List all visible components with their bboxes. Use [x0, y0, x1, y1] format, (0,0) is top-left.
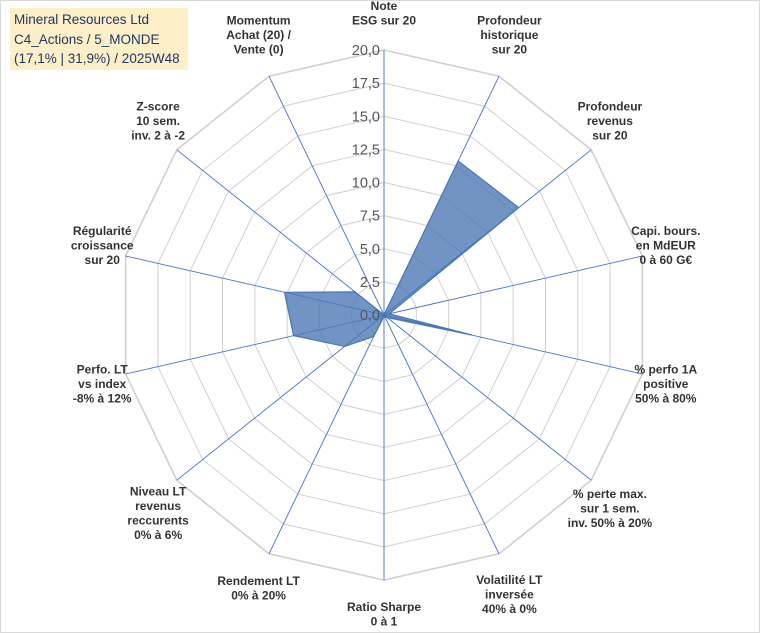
axis-label-line: Niveau LT — [130, 484, 187, 498]
period-label: (17,1% | 31,9%) / 2025W48 — [14, 51, 180, 66]
axis-spoke — [383, 314, 500, 554]
category-label: C4_Actions / 5_MONDE — [14, 31, 160, 47]
axis-label-line: 50% à 80% — [635, 391, 697, 405]
axis-label-line: croissance — [71, 239, 134, 253]
axis-label-line: Achat (20) / — [226, 28, 291, 42]
axis-label-line: 0% à 20% — [231, 588, 286, 602]
axis-label-line: inv. 2 à -2 — [131, 129, 185, 143]
axis-spoke — [383, 255, 643, 316]
axis-label: Profondeur historique sur 20 — [477, 13, 542, 56]
axis-label-line: 10 sem. — [136, 114, 180, 128]
axis-label: Régularité croissance sur 20 — [71, 224, 134, 267]
axis-label-line: Z-score — [136, 100, 180, 114]
axis-label-line: en MdEUR — [636, 239, 696, 253]
axis-label-line: Ratio Sharpe — [347, 600, 421, 614]
axis-label-line: Profondeur — [477, 13, 542, 27]
axis-label: Niveau LT revenus reccurents 0% à 6% — [127, 484, 189, 542]
label-layer: Note ESG sur 20 Profondeur historique sur 20… — [71, 0, 701, 629]
axis-label: Momentum Achat (20) / Vente (0) — [226, 13, 291, 56]
tick-label: 5,0 — [360, 242, 380, 258]
tick-label: 2,5 — [360, 275, 380, 291]
tick-label: 17,5 — [352, 76, 380, 92]
axis-label-line: 0 à 1 — [371, 615, 398, 629]
axis-label-line: revenus — [135, 499, 181, 513]
tick-label: 20,0 — [352, 43, 380, 59]
axis-label-line: Régularité — [73, 224, 132, 238]
axis-label-line: historique — [480, 28, 538, 42]
axis-label-line: 40% à 0% — [482, 602, 537, 616]
axis-label-line: Vente (0) — [234, 42, 284, 56]
axis-label: Perfo. LT vs index -8% à 12% — [73, 362, 132, 405]
axis-label-line: Rendement LT — [217, 574, 300, 588]
axis-label-line: -8% à 12% — [73, 391, 132, 405]
axis-spoke — [268, 314, 385, 554]
axis-label-line: 0% à 6% — [134, 528, 182, 542]
axis-label-line: sur 20 — [592, 129, 628, 143]
axis-label: % perte max. sur 1 sem. inv. 50% à 20% — [568, 487, 653, 530]
axis-label: Note ESG sur 20 — [352, 0, 416, 28]
axis-label-line: Capi. bours. — [631, 224, 700, 238]
axis-label-line: ESG sur 20 — [352, 14, 416, 28]
axis-label-line: revenus — [587, 114, 633, 128]
tick-label: 7,5 — [360, 209, 380, 225]
axis-label-line: % perte max. — [573, 487, 647, 501]
axis-label-line: inv. 50% à 20% — [568, 516, 653, 530]
axis-label-line: Profondeur — [578, 100, 643, 114]
company-name: Mineral Resources Ltd — [14, 12, 150, 27]
tick-label: 10,0 — [352, 176, 380, 192]
axis-spoke — [268, 76, 385, 316]
axis-label: Ratio Sharpe 0 à 1 — [347, 600, 421, 629]
info-box: Mineral Resources Ltd C4_Actions / 5_MON… — [10, 8, 188, 70]
axis-label-line: inversée — [485, 588, 534, 602]
axis-label-line: % perfo 1A — [634, 362, 697, 376]
axis-label-line: Perfo. LT — [77, 362, 129, 376]
axis-label-line: 0 à 60 G€ — [639, 253, 692, 267]
axis-spoke — [176, 149, 385, 316]
series-layer — [283, 160, 520, 348]
axis-label-line: reccurents — [127, 513, 189, 527]
axis-spoke — [383, 314, 592, 481]
tick-label: 0,0 — [360, 308, 380, 324]
axis-label-line: sur 20 — [85, 253, 121, 267]
axis-label: Z-score 10 sem. inv. 2 à -2 — [131, 100, 185, 143]
axis-label-line: Note — [371, 0, 398, 13]
axis-label-line: sur 1 sem. — [580, 502, 639, 516]
axis-label-line: Volatilité LT — [476, 573, 543, 587]
axis-label: Capi. bours. en MdEUR 0 à 60 G€ — [631, 224, 700, 267]
series-area — [283, 160, 520, 348]
axis-label: % perfo 1A positive 50% à 80% — [634, 362, 697, 405]
axis-label: Profondeur revenus sur 20 — [578, 100, 643, 143]
tick-layer: 0,0 2,5 5,0 7,5 10,0 12,5 15,0 17,5 20,0 — [352, 43, 380, 324]
axis-label-line: vs index — [78, 377, 126, 391]
axis-label-line: Momentum — [227, 13, 291, 27]
axis-label: Volatilité LT inversée 40% à 0% — [476, 573, 543, 616]
tick-label: 15,0 — [352, 109, 380, 125]
tick-label: 12,5 — [352, 142, 380, 158]
axis-label-line: positive — [643, 377, 689, 391]
axis-label: Rendement LT 0% à 20% — [217, 574, 300, 603]
axis-label-line: sur 20 — [492, 42, 528, 56]
